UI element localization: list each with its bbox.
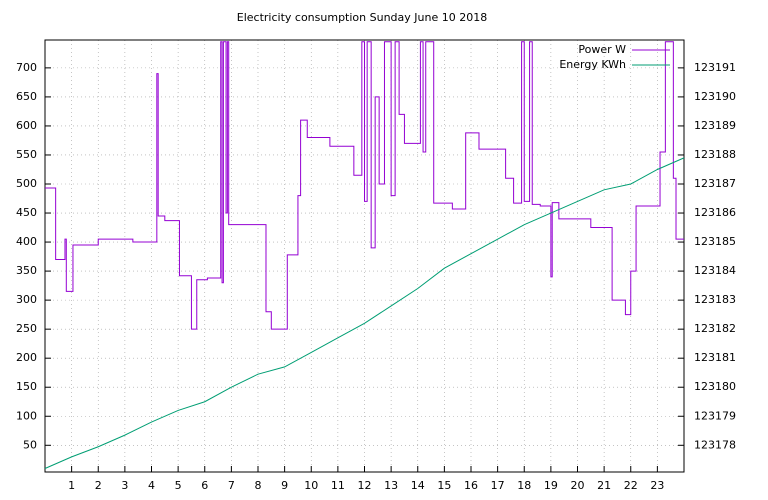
x-tick-label: 8 [255, 479, 262, 492]
y2-tick-label: 123179 [694, 409, 736, 422]
x-tick-label: 13 [384, 479, 398, 492]
x-tick-label: 23 [650, 479, 664, 492]
y2-tick-label: 123185 [694, 235, 736, 248]
y2-tick-label: 123188 [694, 148, 736, 161]
y-tick-label: 700 [16, 61, 37, 74]
x-tick-label: 14 [411, 479, 425, 492]
legend-label: Power W [578, 43, 626, 56]
y2-tick-label: 123187 [694, 177, 736, 190]
series-line [45, 41, 684, 330]
y-tick-label: 150 [16, 380, 37, 393]
chart-title: Electricity consumption Sunday June 10 2… [237, 11, 487, 24]
y-tick-label: 50 [23, 438, 37, 451]
x-tick-label: 11 [331, 479, 345, 492]
x-tick-label: 15 [437, 479, 451, 492]
x-tick-label: 12 [358, 479, 372, 492]
x-tick-label: 4 [148, 479, 155, 492]
x-tick-label: 1 [68, 479, 75, 492]
x-tick-label: 3 [121, 479, 128, 492]
y-tick-label: 550 [16, 148, 37, 161]
y-tick-label: 100 [16, 409, 37, 422]
y2-tick-label: 123191 [694, 61, 736, 74]
y2-tick-label: 123184 [694, 264, 736, 277]
x-tick-label: 9 [281, 479, 288, 492]
x-tick-label: 7 [228, 479, 235, 492]
y2-tick-label: 123190 [694, 90, 736, 103]
y-tick-label: 600 [16, 119, 37, 132]
x-tick-label: 6 [201, 479, 208, 492]
y-tick-label: 450 [16, 206, 37, 219]
x-tick-label: 19 [544, 479, 558, 492]
y-tick-label: 500 [16, 177, 37, 190]
y2-tick-label: 123189 [694, 119, 736, 132]
x-tick-label: 2 [95, 479, 102, 492]
x-tick-label: 16 [464, 479, 478, 492]
x-tick-label: 18 [517, 479, 531, 492]
x-tick-label: 17 [491, 479, 505, 492]
y2-tick-label: 123186 [694, 206, 736, 219]
y2-tick-label: 123183 [694, 293, 736, 306]
y-tick-label: 350 [16, 264, 37, 277]
x-tick-label: 5 [175, 479, 182, 492]
legend-label: Energy KWh [559, 58, 626, 71]
y-tick-label: 650 [16, 90, 37, 103]
x-tick-label: 10 [304, 479, 318, 492]
y2-tick-label: 123182 [694, 322, 736, 335]
y-tick-label: 300 [16, 293, 37, 306]
x-tick-label: 22 [624, 479, 638, 492]
y-tick-label: 250 [16, 322, 37, 335]
x-tick-label: 21 [597, 479, 611, 492]
y2-tick-label: 123178 [694, 438, 736, 451]
y2-tick-label: 123181 [694, 351, 736, 364]
plot-frame [44, 39, 685, 473]
series-line [44, 157, 685, 469]
y-tick-label: 200 [16, 351, 37, 364]
y2-tick-label: 123180 [694, 380, 736, 393]
y-tick-label: 400 [16, 235, 37, 248]
x-tick-label: 20 [571, 479, 585, 492]
